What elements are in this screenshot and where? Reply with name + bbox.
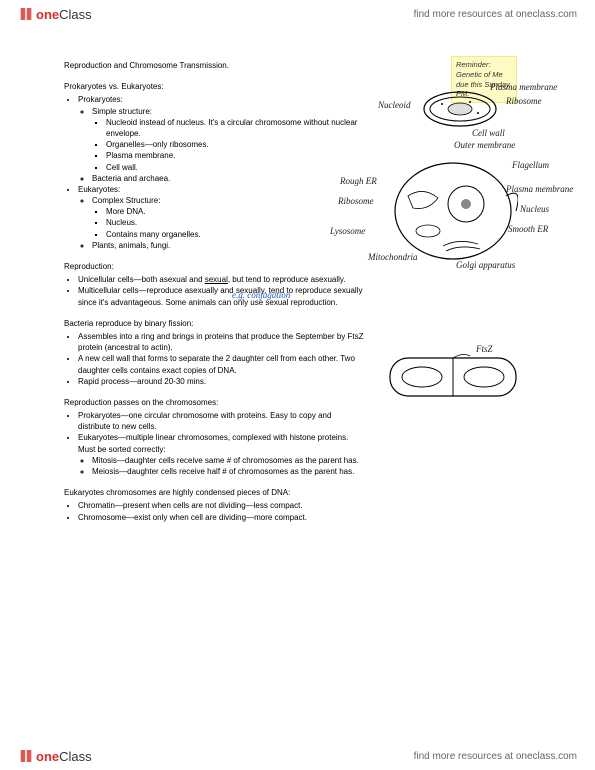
text: , but tend to reproduce asexually.: [228, 275, 346, 284]
list-item: A new cell wall that forms to separate t…: [78, 353, 364, 375]
hand-label: Mitochondria: [368, 252, 418, 262]
brand-class: Class: [59, 749, 92, 764]
list-item: Prokaryotes: Simple structure: Nucleoid …: [78, 94, 364, 184]
text: Eukaryotes:: [78, 185, 120, 194]
text: Complex Structure:: [92, 196, 160, 205]
brand-logo: oneClass: [18, 6, 92, 22]
list-item: Contains many organelles.: [106, 229, 364, 240]
list-item: Plasma membrane.: [106, 150, 364, 161]
section-2-title: Reproduction:: [64, 261, 364, 272]
list-item: Multicellular cells—reproduce asexually …: [78, 285, 364, 307]
hand-annotation: e.g. conjugation: [232, 290, 290, 300]
page-header: oneClass find more resources at oneclass…: [0, 0, 595, 28]
list-item: Chromosome—exist only when cell are divi…: [78, 512, 364, 523]
hand-label: Ribosome: [338, 196, 374, 206]
book-icon: [18, 748, 34, 764]
hand-label: Nucleus: [520, 204, 549, 214]
hand-label: Plasma membrane: [490, 82, 557, 92]
section-1-title: Prokaryotes vs. Eukaryotes:: [64, 81, 364, 92]
text: Simple structure:: [92, 107, 152, 116]
eukaryote-sketch: [388, 156, 518, 266]
page-footer: oneClass find more resources at oneclass…: [0, 742, 595, 770]
text: Prokaryotes:: [78, 95, 123, 104]
prokaryote-sketch: [420, 88, 500, 130]
fission-sketch: [388, 354, 518, 400]
list-item: Chromatin—present when cells are not div…: [78, 500, 364, 511]
list-item: Rapid process—around 20-30 mins.: [78, 376, 364, 387]
section-5-title: Eukaryotes chromosomes are highly conden…: [64, 487, 364, 498]
hand-label: Outer membrane: [454, 140, 515, 150]
brand-one: one: [36, 7, 59, 22]
book-icon: [18, 6, 34, 22]
list-item: Bacteria and archaea.: [92, 173, 364, 184]
list-item: Eukaryotes—multiple linear chromosomes, …: [78, 432, 364, 477]
hand-label: Lysosome: [330, 226, 365, 236]
section-3-title: Bacteria reproduce by binary fission:: [64, 318, 364, 329]
list-item: Plants, animals, fungi.: [92, 240, 364, 251]
text: Unicellular cells—both asexual and: [78, 275, 205, 284]
list-item: Nucleoid instead of nucleus. It's a circ…: [106, 117, 364, 139]
list-item: Simple structure: Nucleoid instead of nu…: [92, 106, 364, 173]
list-item: Meiosis—daughter cells receive half # of…: [92, 466, 364, 477]
list-item: Prokaryotes—one circular chromosome with…: [78, 410, 364, 432]
list-item: Cell wall.: [106, 162, 364, 173]
list-item: Unicellular cells—both asexual and sexua…: [78, 274, 364, 285]
hand-label: Rough ER: [340, 176, 377, 186]
footer-link[interactable]: find more resources at oneclass.com: [414, 751, 577, 762]
brand-logo-footer: oneClass: [18, 748, 92, 764]
hand-label: Plasma membrane: [506, 184, 573, 194]
brand-one: one: [36, 749, 59, 764]
notes-body: Reproduction and Chromosome Transmission…: [64, 60, 364, 523]
section-4-title: Reproduction passes on the chromosomes:: [64, 397, 364, 408]
text: Eukaryotes—multiple linear chromosomes, …: [78, 433, 348, 453]
list-item: Complex Structure: More DNA. Nucleus. Co…: [92, 195, 364, 240]
hand-label: Ribosome: [506, 96, 542, 106]
hand-label: FtsZ: [476, 344, 493, 354]
header-link[interactable]: find more resources at oneclass.com: [414, 9, 577, 20]
hand-label: Golgi apparatus: [456, 260, 515, 270]
hand-label: Nucleoid: [378, 100, 411, 110]
list-item: Mitosis—daughter cells receive same # of…: [92, 455, 364, 466]
list-item: Eukaryotes: Complex Structure: More DNA.…: [78, 184, 364, 251]
brand-class: Class: [59, 7, 92, 22]
list-item: More DNA.: [106, 206, 364, 217]
hand-label: Cell wall: [472, 128, 505, 138]
list-item: Nucleus.: [106, 217, 364, 228]
list-item: Assembles into a ring and brings in prot…: [78, 331, 364, 353]
list-item: Organelles—only ribosomes.: [106, 139, 364, 150]
hand-label: Flagellum: [512, 160, 549, 170]
underlined-text: sexual: [205, 275, 228, 284]
hand-label: Smooth ER: [508, 224, 548, 234]
page-title: Reproduction and Chromosome Transmission…: [64, 60, 364, 71]
